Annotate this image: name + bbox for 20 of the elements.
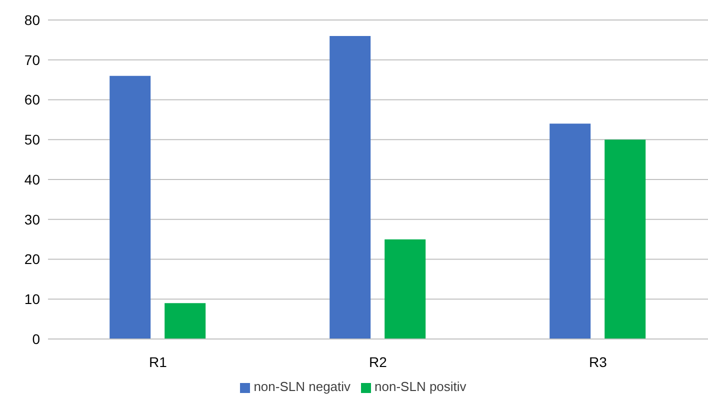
x-tick-label: R2 [369,354,388,370]
y-tick-label: 50 [24,132,40,148]
bar [384,239,426,339]
bar [550,124,591,339]
y-tick-label: 40 [24,171,40,188]
y-tick-label: 20 [24,251,40,268]
bar [604,140,646,339]
y-tick-label: 70 [24,52,40,68]
y-tick-label: 0 [32,330,40,347]
y-tick-label: 80 [24,12,40,28]
bar [110,76,151,339]
x-tick-label: R3 [589,354,608,370]
x-tick-label: R1 [149,354,168,370]
y-tick-label: 30 [24,211,40,228]
legend-label: non-SLN positiv [374,379,466,394]
y-tick-label: 10 [24,291,40,308]
legend-label: non-SLN negativ [254,379,351,394]
y-tick-label: 60 [24,92,40,108]
bar [330,36,371,339]
bar [164,303,206,339]
